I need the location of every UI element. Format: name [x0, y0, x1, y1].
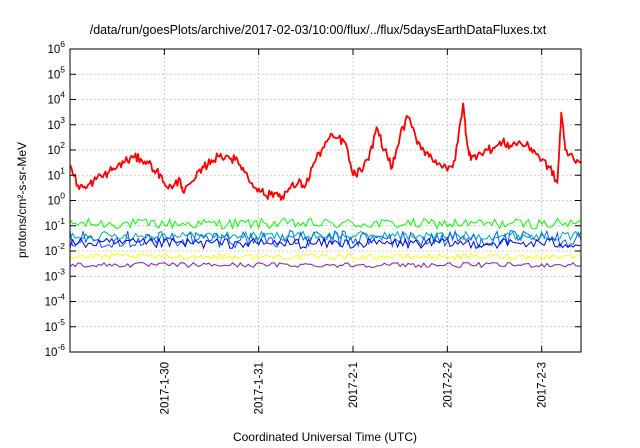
y-tick-label: 10-5	[45, 317, 66, 334]
y-tick-label: 105	[47, 64, 65, 81]
y-tick-exponent: 6	[60, 39, 65, 49]
y-tick-label: 10-4	[45, 292, 66, 309]
x-tick-label: 2017-1-31	[254, 362, 266, 414]
y-tick-exponent: 0	[60, 191, 65, 201]
y-tick-label: 10-6	[45, 342, 66, 359]
y-tick-exponent: 4	[60, 90, 65, 100]
y-tick-label: 102	[47, 140, 65, 157]
y-tick-label: 104	[47, 90, 65, 107]
y-tick-exponent: 3	[60, 115, 65, 125]
y-tick-label: 106	[47, 39, 65, 56]
y-tick-base: 10	[45, 271, 58, 283]
y-tick-base: 10	[45, 246, 58, 258]
y-tick-exponent: -3	[57, 266, 65, 276]
y-tick-exponent: -5	[57, 317, 65, 327]
y-tick-label: 103	[47, 115, 65, 132]
series-line	[69, 261, 582, 269]
y-tick-base: 10	[47, 44, 60, 56]
x-tick-label: 2017-2-3	[537, 362, 549, 408]
x-axis-label: Coordinated Universal Time (UTC)	[233, 430, 417, 444]
y-tick-exponent: 5	[60, 64, 65, 74]
series-line	[69, 252, 582, 261]
y-tick-exponent: -4	[57, 292, 65, 302]
series-line	[69, 102, 582, 201]
series-line	[69, 217, 582, 231]
chart-title: /data/run/goesPlots/archive/2017-02-03/1…	[90, 23, 547, 37]
y-tick-exponent: -6	[57, 342, 65, 352]
y-tick-label: 10-3	[45, 266, 66, 283]
x-tick-label: 2017-1-30	[159, 362, 171, 414]
y-tick-exponent: 1	[60, 165, 65, 175]
y-ticks: 10-610-510-410-310-210-11001011021031041…	[45, 39, 581, 359]
y-tick-exponent: 2	[60, 140, 65, 150]
series-line	[69, 229, 582, 242]
y-tick-base: 10	[45, 221, 58, 233]
series-line	[69, 229, 582, 250]
series-line	[69, 236, 582, 250]
y-tick-label: 101	[47, 165, 65, 182]
x-ticks: 2017-1-30 2017-1-31 2017-2-1 2017-2-2 2017-2…	[159, 49, 549, 414]
y-tick-label: 10-2	[45, 241, 66, 258]
y-tick-base: 10	[47, 95, 60, 107]
y-tick-base: 10	[45, 347, 58, 359]
y-axis-label: protons/cm²-s-sr-MeV	[15, 142, 29, 258]
x-tick-label: 2017-2-1	[348, 362, 360, 408]
y-tick-label: 10-1	[45, 216, 66, 233]
y-tick-base: 10	[47, 170, 60, 182]
y-tick-exponent: -1	[57, 216, 65, 226]
grid	[70, 49, 581, 352]
y-tick-base: 10	[45, 297, 58, 309]
series-group	[69, 102, 582, 269]
y-tick-base: 10	[47, 196, 60, 208]
y-tick-base: 10	[47, 69, 60, 81]
y-tick-base: 10	[47, 145, 60, 157]
y-tick-base: 10	[47, 120, 60, 132]
y-tick-base: 10	[45, 322, 58, 334]
y-tick-label: 100	[47, 191, 65, 208]
x-tick-label: 2017-2-2	[442, 362, 454, 408]
y-tick-exponent: -2	[57, 241, 65, 251]
